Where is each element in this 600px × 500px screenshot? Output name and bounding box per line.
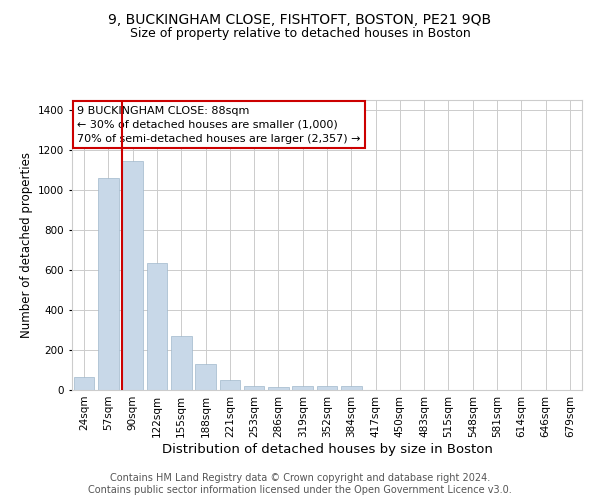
Bar: [171, 336, 191, 390]
X-axis label: Distribution of detached houses by size in Boston: Distribution of detached houses by size …: [161, 442, 493, 456]
Text: Contains HM Land Registry data © Crown copyright and database right 2024.
Contai: Contains HM Land Registry data © Crown c…: [88, 474, 512, 495]
Bar: [244, 386, 265, 390]
Bar: [220, 380, 240, 390]
Text: 9, BUCKINGHAM CLOSE, FISHTOFT, BOSTON, PE21 9QB: 9, BUCKINGHAM CLOSE, FISHTOFT, BOSTON, P…: [109, 12, 491, 26]
Bar: [292, 386, 313, 390]
Bar: [98, 178, 119, 390]
Bar: [122, 161, 143, 390]
Text: Size of property relative to detached houses in Boston: Size of property relative to detached ho…: [130, 28, 470, 40]
Y-axis label: Number of detached properties: Number of detached properties: [20, 152, 32, 338]
Bar: [268, 387, 289, 390]
Bar: [341, 386, 362, 390]
Bar: [195, 364, 216, 390]
Bar: [317, 386, 337, 390]
Text: 9 BUCKINGHAM CLOSE: 88sqm
← 30% of detached houses are smaller (1,000)
70% of se: 9 BUCKINGHAM CLOSE: 88sqm ← 30% of detac…: [77, 106, 361, 144]
Bar: [74, 377, 94, 390]
Bar: [146, 263, 167, 390]
